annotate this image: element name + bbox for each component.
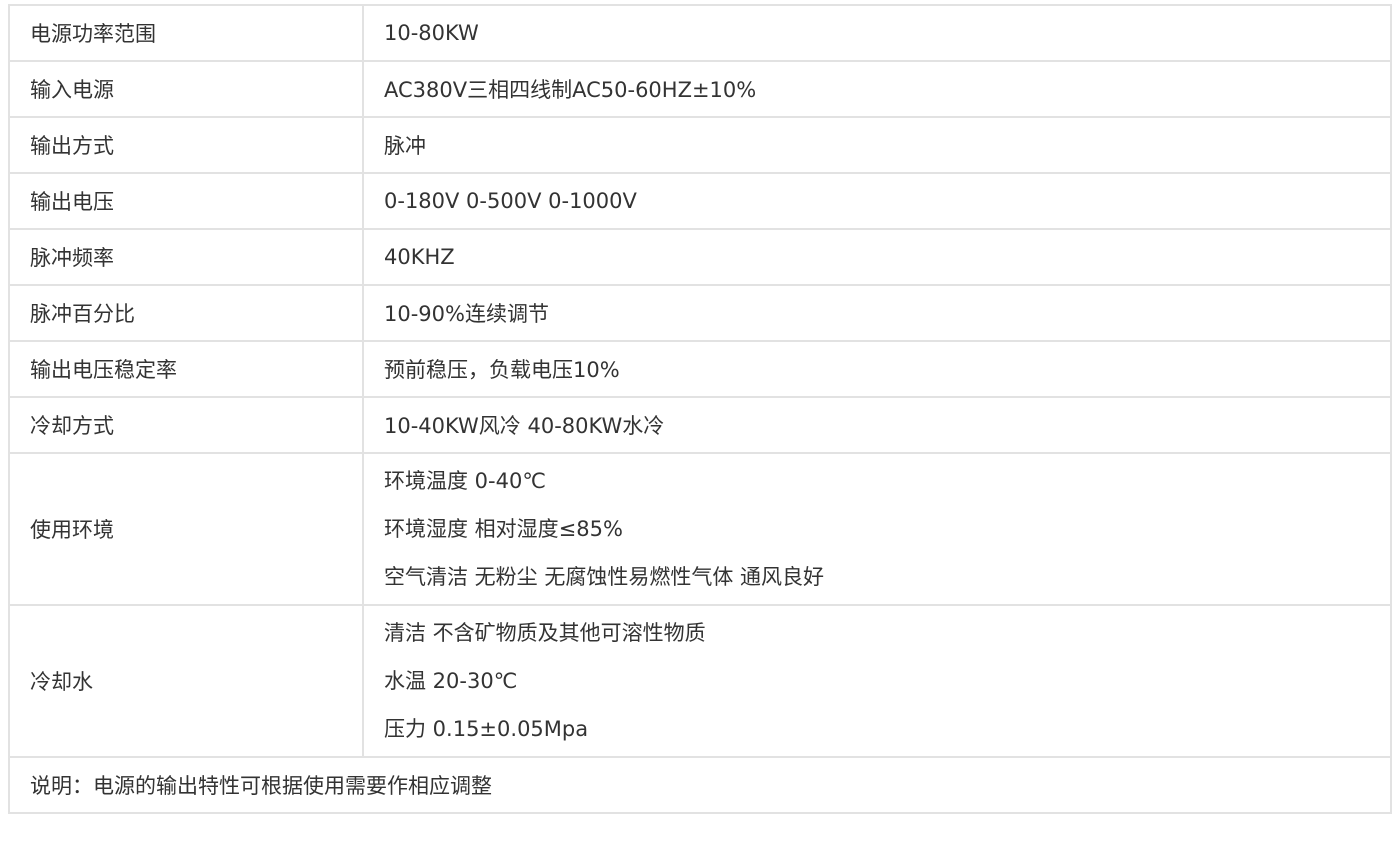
note-text: 说明：电源的输出特性可根据使用需要作相应调整 bbox=[8, 756, 1392, 814]
spec-value-line: 10-40KW风冷 40-80KW水冷 bbox=[384, 414, 665, 438]
spec-label: 使用环境 bbox=[8, 452, 364, 606]
spec-label: 输出电压 bbox=[8, 172, 364, 230]
table-row: 输出电压稳定率 预前稳压，负载电压10% bbox=[8, 340, 1392, 398]
spec-label: 脉冲百分比 bbox=[8, 284, 364, 342]
table-row: 脉冲频率 40KHZ bbox=[8, 228, 1392, 286]
spec-value-line: 环境湿度 相对湿度≤85% bbox=[384, 517, 623, 541]
spec-value: 10-80KW bbox=[362, 4, 1392, 62]
spec-value: 40KHZ bbox=[362, 228, 1392, 286]
spec-value-line: 预前稳压，负载电压10% bbox=[384, 358, 620, 382]
spec-value-line: 0-180V 0-500V 0-1000V bbox=[384, 189, 637, 213]
spec-value-line: 10-90%连续调节 bbox=[384, 302, 549, 326]
spec-value: AC380V三相四线制AC50-60HZ±10% bbox=[362, 60, 1392, 118]
spec-label: 冷却水 bbox=[8, 604, 364, 758]
spec-value: 0-180V 0-500V 0-1000V bbox=[362, 172, 1392, 230]
table-row: 输出电压 0-180V 0-500V 0-1000V bbox=[8, 172, 1392, 230]
spec-value-line: 脉冲 bbox=[384, 134, 426, 158]
table-row: 输出方式 脉冲 bbox=[8, 116, 1392, 174]
spec-value: 10-90%连续调节 bbox=[362, 284, 1392, 342]
spec-value-line: 40KHZ bbox=[384, 245, 455, 269]
spec-value-line: 压力 0.15±0.05Mpa bbox=[384, 717, 589, 741]
spec-value: 10-40KW风冷 40-80KW水冷 bbox=[362, 396, 1392, 454]
spec-value-line: 环境温度 0-40℃ bbox=[384, 469, 546, 493]
table-row: 使用环境 环境温度 0-40℃ 环境湿度 相对湿度≤85% 空气清洁 无粉尘 无腐蚀性… bbox=[8, 452, 1392, 606]
spec-value-line: 10-80KW bbox=[384, 21, 479, 45]
spec-label: 输出电压稳定率 bbox=[8, 340, 364, 398]
spec-value-line: 空气清洁 无粉尘 无腐蚀性易燃性气体 通风良好 bbox=[384, 565, 825, 589]
spec-value: 环境温度 0-40℃ 环境湿度 相对湿度≤85% 空气清洁 无粉尘 无腐蚀性易燃性气… bbox=[362, 452, 1392, 606]
spec-value-line: 清洁 不含矿物质及其他可溶性物质 bbox=[384, 621, 706, 645]
table-row: 冷却方式 10-40KW风冷 40-80KW水冷 bbox=[8, 396, 1392, 454]
spec-label: 输入电源 bbox=[8, 60, 364, 118]
spec-value: 预前稳压，负载电压10% bbox=[362, 340, 1392, 398]
note-row: 说明：电源的输出特性可根据使用需要作相应调整 bbox=[8, 756, 1392, 814]
spec-value-line: AC380V三相四线制AC50-60HZ±10% bbox=[384, 78, 757, 102]
spec-value: 清洁 不含矿物质及其他可溶性物质 水温 20-30℃ 压力 0.15±0.05Mpa bbox=[362, 604, 1392, 758]
table-row: 输入电源 AC380V三相四线制AC50-60HZ±10% bbox=[8, 60, 1392, 118]
spec-table: 电源功率范围 10-80KW 输入电源 AC380V三相四线制AC50-60HZ±10… bbox=[8, 4, 1392, 814]
spec-label: 脉冲频率 bbox=[8, 228, 364, 286]
spec-value-line: 水温 20-30℃ bbox=[384, 669, 518, 693]
spec-label: 输出方式 bbox=[8, 116, 364, 174]
table-row: 脉冲百分比 10-90%连续调节 bbox=[8, 284, 1392, 342]
spec-label: 电源功率范围 bbox=[8, 4, 364, 62]
spec-value: 脉冲 bbox=[362, 116, 1392, 174]
table-row: 冷却水 清洁 不含矿物质及其他可溶性物质 水温 20-30℃ 压力 0.15±0.05… bbox=[8, 604, 1392, 758]
table-row: 电源功率范围 10-80KW bbox=[8, 4, 1392, 62]
spec-label: 冷却方式 bbox=[8, 396, 364, 454]
